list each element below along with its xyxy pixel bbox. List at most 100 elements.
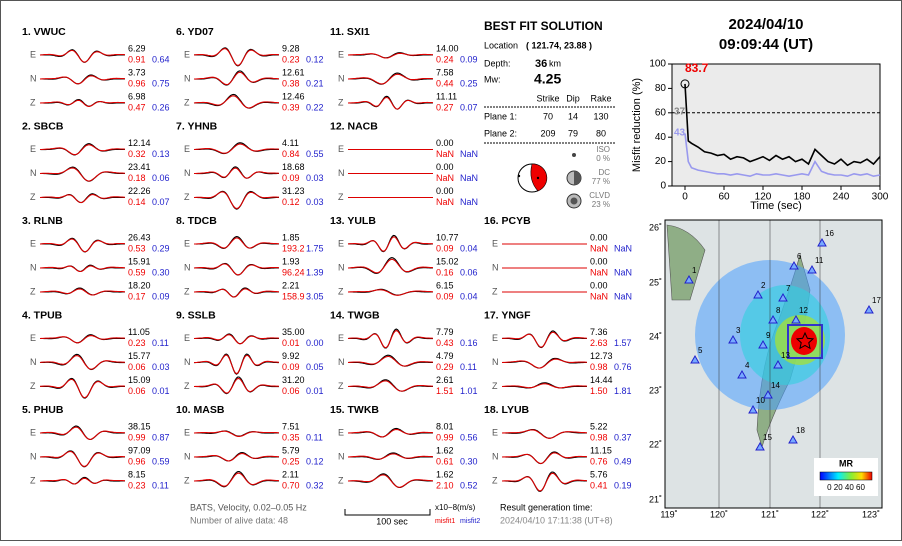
component-label: E <box>338 144 344 154</box>
component-label: Z <box>338 192 344 202</box>
component-label: Z <box>30 475 36 485</box>
amplitude: 31.20 <box>282 375 305 385</box>
amplitude: 15.91 <box>128 256 151 266</box>
map <box>665 220 882 508</box>
component-label: N <box>338 357 345 367</box>
component-label: N <box>184 451 191 461</box>
amplitude: 11.05 <box>128 327 150 337</box>
synthetic-trace <box>40 144 126 156</box>
synthetic-trace <box>39 238 126 253</box>
misfit1: 0.09 <box>282 362 300 372</box>
misfit1: 0.70 <box>282 480 300 490</box>
misfit2: 0.87 <box>152 432 170 442</box>
amplitude: 5.79 <box>282 445 300 455</box>
label: Location <box>484 40 518 50</box>
misfit2: 0.64 <box>152 54 170 64</box>
amplitude: 38.15 <box>128 421 151 431</box>
station-marker <box>684 274 694 284</box>
component-label: Z <box>184 381 190 391</box>
amplitude: 4.79 <box>436 351 454 361</box>
component-label: E <box>184 238 190 248</box>
mw: 4.25 <box>534 71 561 87</box>
synthetic-trace <box>347 236 434 252</box>
misfit2: 0.26 <box>152 102 170 112</box>
misfit1: 193.2 <box>282 243 305 253</box>
misfit2: 0.29 <box>152 243 170 253</box>
misfit1: 0.29 <box>436 362 454 372</box>
component-label: Z <box>338 97 344 107</box>
station-marker <box>758 339 768 349</box>
amplitude: 7.79 <box>436 327 454 337</box>
misfit2: 1.01 <box>460 386 478 396</box>
misfit1: 0.18 <box>128 173 146 183</box>
synthetic-trace <box>347 258 434 274</box>
station-name: 13. YULB <box>330 215 376 227</box>
misfit2: 0.76 <box>614 362 632 372</box>
amplitude: 12.46 <box>282 91 305 101</box>
station-number: 18 <box>796 426 805 435</box>
synthetic-trace <box>194 167 280 179</box>
misfit1: 1.50 <box>590 386 608 396</box>
station-number: 7 <box>786 284 791 293</box>
synthetic-trace <box>347 73 434 85</box>
column-header: Dip <box>566 93 580 103</box>
misfit2: 0.06 <box>460 267 478 277</box>
lat-label: 24˚ <box>649 331 662 341</box>
lat-label: 26˚ <box>649 222 662 232</box>
misfit1: 96.24 <box>282 267 305 277</box>
station-number: 17 <box>872 296 881 305</box>
misfit1: 0.38 <box>282 78 300 88</box>
synthetic-trace <box>501 383 588 389</box>
station-number: 14 <box>771 381 780 390</box>
component-label: E <box>184 144 190 154</box>
synthetic-trace <box>39 288 126 296</box>
amplitude: 23.41 <box>128 162 151 172</box>
beachball <box>517 153 582 209</box>
result-time: 2024/04/10 17:11:38 (UT+8) <box>500 515 613 525</box>
amplitude: 11.11 <box>436 91 457 101</box>
amplitude: 6.15 <box>436 280 454 290</box>
misfit2: 0.01 <box>152 386 170 396</box>
misfit2: 0.03 <box>152 362 170 372</box>
misfit1: 0.12 <box>282 197 300 207</box>
misfit2: NaN <box>614 291 632 301</box>
station-number: 16 <box>825 229 834 238</box>
misfit1: 0.06 <box>128 362 146 372</box>
x-tick-label: 180 <box>794 192 811 203</box>
amplitude: 5.22 <box>590 421 608 431</box>
component-label: E <box>184 49 190 59</box>
synthetic-trace <box>39 167 126 182</box>
synthetic-trace <box>39 265 126 273</box>
component-label: Z <box>30 97 36 107</box>
misfit1: 0.16 <box>436 267 454 277</box>
misfit2: 0.55 <box>306 149 324 159</box>
synthetic-trace <box>193 288 280 298</box>
lat-label: 22˚ <box>649 439 662 449</box>
date: 2024/04/10 <box>728 16 803 33</box>
annotation: 37 <box>674 107 686 118</box>
misfit1: 0.99 <box>436 432 454 442</box>
misfit2: 0.04 <box>460 243 478 253</box>
component-label: Z <box>184 286 190 296</box>
station-number: 2 <box>761 281 766 290</box>
synthetic-trace <box>501 331 588 348</box>
lon-label: 123˚ <box>862 509 880 519</box>
lon-label: 121˚ <box>761 509 779 519</box>
y-tick-label: 80 <box>655 83 667 94</box>
misfit1: 0.59 <box>128 267 146 277</box>
misfit1: 2.10 <box>436 480 454 490</box>
component-name: ISO <box>596 145 610 154</box>
misfit2: 0.11 <box>306 432 323 442</box>
component-label: Z <box>492 381 498 391</box>
synthetic-trace <box>39 355 126 370</box>
plot-area <box>671 63 881 187</box>
colorbar-title: MR <box>839 458 853 468</box>
station-name: 14. TWGB <box>330 309 380 321</box>
misfit1: NaN <box>436 197 454 207</box>
misfit1: 0.91 <box>128 54 146 64</box>
synthetic-trace <box>39 49 126 63</box>
component-percent: 0 % <box>596 154 610 163</box>
misfit2: 0.25 <box>460 78 478 88</box>
lat-label: 21˚ <box>649 494 662 504</box>
amplitude: 8.01 <box>436 421 454 431</box>
